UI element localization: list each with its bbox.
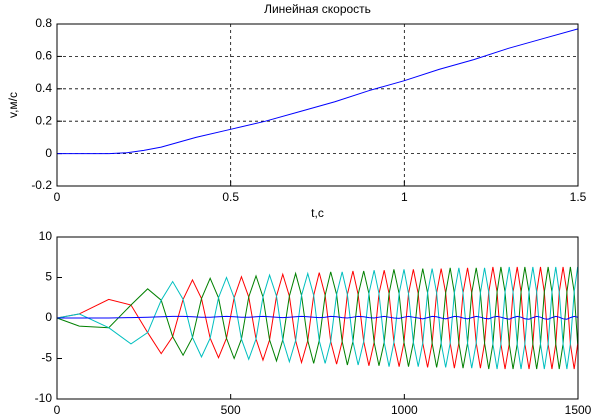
chart-title: Линейная скорость <box>264 2 371 16</box>
x-tick-label: 0 <box>54 403 61 417</box>
series-line <box>57 28 579 155</box>
y-tick-label: 10 <box>39 229 53 243</box>
y-tick-label: 0.4 <box>35 81 52 95</box>
axes-box <box>56 23 579 187</box>
x-tick-label: 0.5 <box>222 190 239 204</box>
x-tick-label: 0 <box>54 190 61 204</box>
x-tick-label: 500 <box>221 403 241 417</box>
x-tick-label: 1000 <box>391 403 418 417</box>
y-axis-label: v,м/с <box>6 92 20 118</box>
x-tick-label: 1500 <box>565 403 592 417</box>
series-line <box>57 315 578 320</box>
y-tick-label: 0 <box>45 146 52 160</box>
x-tick-label: 1 <box>401 190 408 204</box>
y-tick-label: 5 <box>45 270 52 284</box>
y-tick-label: -0.2 <box>31 178 52 192</box>
y-tick-label: 0.8 <box>35 16 52 30</box>
plot-area <box>57 237 578 399</box>
x-tick-label: 1.5 <box>570 190 587 204</box>
y-tick-label: -5 <box>41 351 52 365</box>
y-tick-label: 0.2 <box>35 113 52 127</box>
x-axis-label: t,c <box>311 206 324 220</box>
series-line <box>56 266 579 370</box>
y-tick-label: -10 <box>35 391 53 405</box>
plot-area <box>57 24 578 186</box>
y-tick-label: 0.6 <box>35 49 52 63</box>
y-tick-label: 0 <box>45 310 52 324</box>
axes-box <box>56 236 579 400</box>
